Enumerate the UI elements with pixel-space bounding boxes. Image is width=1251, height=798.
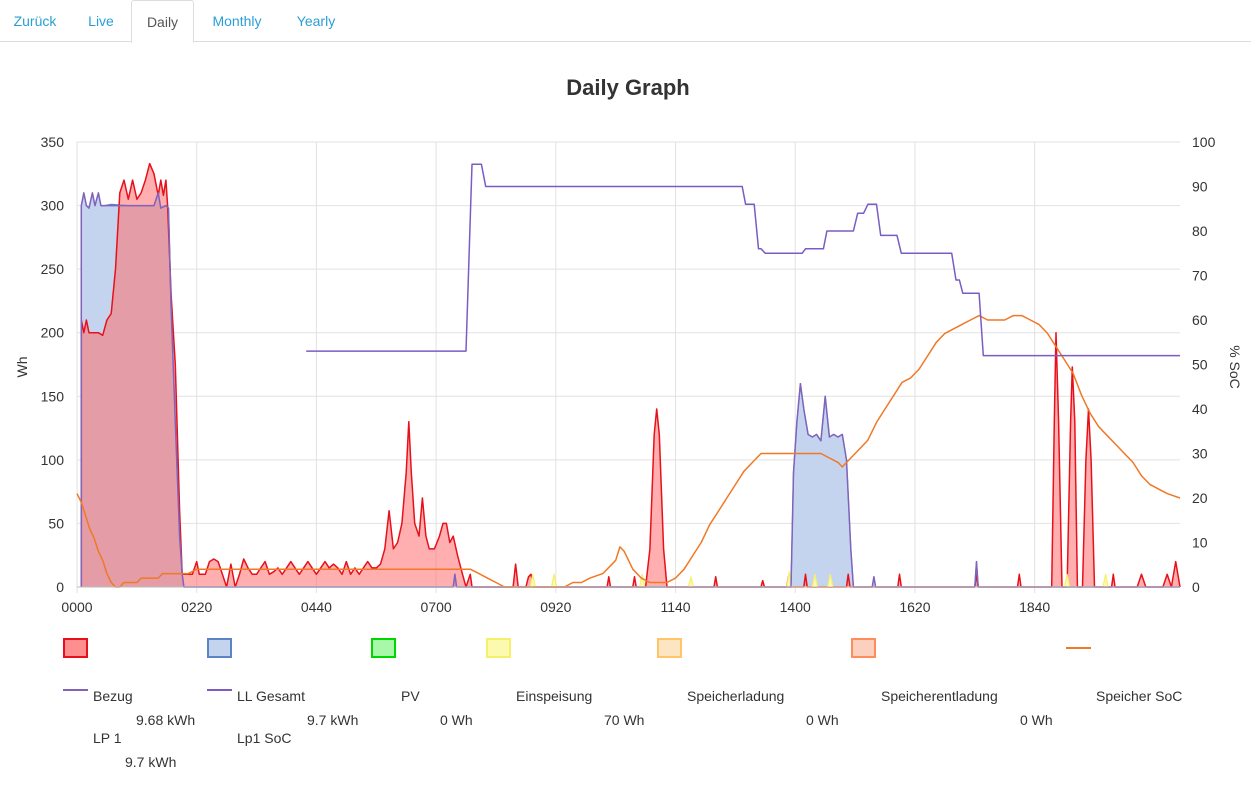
y2-tick-label: 90 [1192,179,1208,195]
legend-item-bezug[interactable]: Bezug 9.68 kWh [63,636,195,728]
x-tick-label: 0220 [181,599,212,615]
legend-item-lp1[interactable]: LP 1 9.7 kWh [63,678,176,770]
y-tick-label: 200 [41,325,65,341]
tab-monthly[interactable]: Monthly [212,13,262,29]
series-line-speicher-soc [76,314,1181,588]
legend-swatch [207,689,232,691]
x-tick-label: 1620 [899,599,930,615]
y-tick-label: 0 [56,579,64,595]
grid [76,141,1180,593]
y2-tick-label: 80 [1192,223,1208,239]
legend-swatch [207,638,232,658]
y2-tick-label: 0 [1192,579,1200,595]
y-tick-label: 150 [41,388,65,404]
legend-value: 9.7 kWh [125,754,177,770]
x-tick-label: 0440 [301,599,332,615]
legend-value: 0 Wh [440,712,473,728]
x-tick-label: 1400 [780,599,811,615]
legend-label: Speicherladung [687,688,785,704]
y2-tick-label: 70 [1192,268,1208,284]
area-line-einspeisung [529,571,1109,588]
y-tick-label: 300 [41,198,65,214]
tab-live[interactable]: Live [88,13,114,29]
legend-value: 9.7 kWh [307,712,359,728]
legend-label: Speicherentladung [881,688,998,704]
legend-swatch [63,689,88,691]
legend-item-lp1-soc[interactable]: Lp1 SoC [207,678,291,746]
legend-item-speicher-soc[interactable]: Speicher SoC [1066,636,1182,704]
legend-label: Lp1 SoC [237,730,292,746]
y2-tick-label: 60 [1192,312,1208,328]
legend-value: 0 Wh [1020,712,1053,728]
x-tick-label: 1840 [1019,599,1050,615]
chart-title: Daily Graph [566,75,689,100]
legend-swatch [851,638,876,658]
tab-daily[interactable]: Daily [131,0,194,43]
series-line-lp-1 [80,192,1180,588]
legend-item-pv[interactable]: PV 0 Wh [371,636,473,728]
y2-tick-label: 100 [1192,134,1216,150]
y-tick-label: 100 [41,452,65,468]
legend-swatch [657,638,682,658]
y2-tick-label: 10 [1192,535,1208,551]
series-line-lp1-soc [306,163,1180,357]
y2-tick-label: 30 [1192,446,1208,462]
area-fill-ll-gesamt [81,192,1180,587]
legend-label: LL Gesamt [237,688,305,704]
legend-swatch [63,638,88,658]
legend-item-ll-gesamt[interactable]: LL Gesamt 9.7 kWh [207,636,358,728]
legend-label: Einspeisung [516,688,593,704]
legend-label: PV [401,688,420,704]
legend-label: Bezug [93,688,133,704]
tab-bar: Zurück Live Daily Monthly Yearly [0,0,1251,43]
x-tick-label: 0920 [540,599,571,615]
x-tick-label: 0000 [61,599,92,615]
y-tick-label: 250 [41,261,65,277]
x-tick-label: 1140 [660,599,690,615]
legend-item-speicherladung[interactable]: Speicherladung 0 Wh [657,636,839,728]
y-tick-label: 50 [48,515,64,531]
legend-swatch [486,638,511,658]
legend-value: 70 Wh [604,712,645,728]
legend-swatch [1066,647,1091,649]
y2-tick-label: 50 [1192,357,1208,373]
daily-graph-chart: Daily Graph 0 50 100 150 200 250 300 350 0 10 20 30… [14,75,1243,615]
y2-tick-label: 20 [1192,490,1208,506]
x-tick-label: 0700 [421,599,452,615]
tab-zurueck[interactable]: Zurück [13,13,57,29]
legend-value: 9.68 kWh [136,712,196,728]
legend-item-speicherentladung[interactable]: Speicherentladung 0 Wh [851,636,1053,728]
area-line-ll-gesamt [80,192,1180,588]
axes: 0 50 100 150 200 250 300 350 0 10 20 30 40 50 60 70 80 90… [41,134,1216,615]
legend-item-einspeisung[interactable]: Einspeisung 70 Wh [486,636,644,728]
tab-yearly[interactable]: Yearly [296,13,336,29]
legend-label: Speicher SoC [1096,688,1183,704]
y2-tick-label: 40 [1192,401,1208,417]
area-fill-bezug [81,163,1180,587]
y2-axis-label: % SoC [1227,345,1243,389]
legend-label: LP 1 [93,730,122,746]
legend-swatch [371,638,396,658]
y-tick-label: 350 [41,134,65,150]
legend-value: 0 Wh [806,712,839,728]
y-axis-label: Wh [14,357,30,378]
